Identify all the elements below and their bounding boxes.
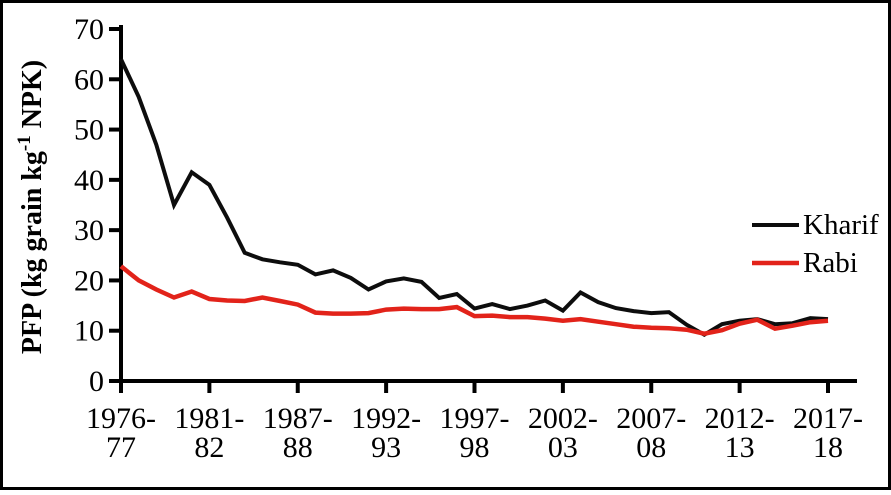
y-axis-title-unit: NPK): [17, 60, 48, 135]
y-axis-title: PFP (kg grain kg-1 NPK): [14, 60, 48, 354]
x-tick-label-line2: 03: [548, 431, 578, 464]
x-tick-label-line2: 98: [460, 431, 490, 464]
x-tick-label: 2002-: [528, 402, 598, 435]
x-tick-label: 2012-: [705, 402, 775, 435]
y-tick-label: 70: [74, 13, 104, 46]
x-tick-label: 1976-: [86, 402, 156, 435]
y-tick-label: 30: [74, 214, 104, 247]
x-tick-label: 1992-: [351, 402, 421, 435]
y-tick-label: 60: [74, 63, 104, 96]
y-axis-title-main: PFP (kg grain kg: [17, 151, 48, 354]
y-tick-label: 10: [74, 315, 104, 348]
x-tick-label-line2: 18: [813, 431, 843, 464]
x-tick-label-line2: 82: [194, 431, 224, 464]
x-tick-label-line2: 08: [636, 431, 666, 464]
x-tick-label-line2: 77: [106, 431, 136, 464]
x-tick-label: 2007-: [616, 402, 686, 435]
x-tick-label: 1987-: [263, 402, 333, 435]
x-tick-label-line2: 13: [725, 431, 755, 464]
x-tick-label: 1981-: [174, 402, 244, 435]
axes: 0 10 20 30 40 50 60 70 1976-77 1981-82 1987-88 1992…: [74, 13, 863, 464]
x-tick-label-line2: 88: [283, 431, 313, 464]
legend-rabi-label: Rabi: [803, 247, 858, 279]
series-line-rabi: [119, 264, 829, 336]
y-tick-label: 20: [74, 264, 104, 297]
data-series: [119, 58, 829, 338]
y-axis-title-superscript: -1: [14, 135, 35, 151]
legend-kharif-label: Kharif: [803, 209, 879, 241]
x-tick-label: 1997-: [440, 402, 510, 435]
y-tick-label: 50: [74, 114, 104, 147]
x-tick-label: 2017-: [793, 402, 863, 435]
x-tick-label-line2: 93: [371, 431, 401, 464]
legend: Kharif Rabi: [752, 209, 879, 279]
y-tick-label: 0: [89, 365, 104, 398]
y-tick-label: 40: [74, 164, 104, 197]
